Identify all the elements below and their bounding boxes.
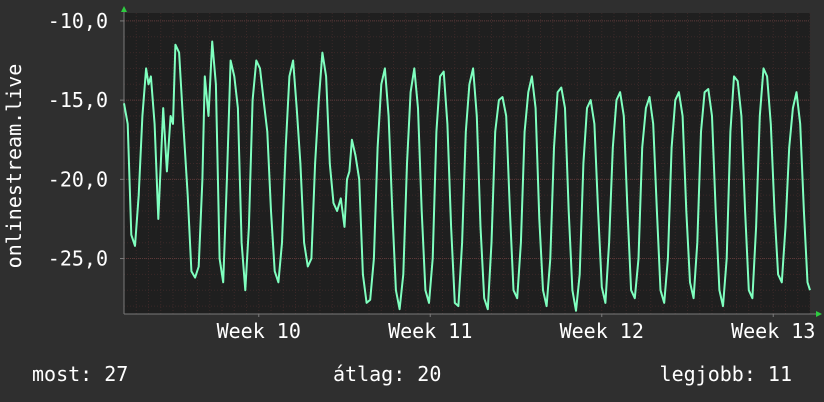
axes: [121, 6, 822, 317]
y-tick-label: -20,0: [48, 167, 108, 191]
x-tick-labels: Week 10 Week 11 Week 12 Week 13: [217, 314, 815, 343]
y-tick-labels: -10,0 -15,0 -20,0 -25,0: [48, 9, 124, 271]
footer-average-value: átlag: 20: [333, 362, 442, 386]
x-tick-label: Week 12: [560, 319, 644, 343]
y-axis-arrow: [121, 6, 127, 12]
x-tick-label: Week 13: [731, 319, 815, 343]
footer-last-value: most: 27: [32, 362, 129, 386]
series-line: [123, 40, 811, 312]
x-tick-label: Week 10: [217, 319, 301, 343]
y-tick-label: -15,0: [48, 88, 108, 112]
y-axis-label: onlinestream.live: [2, 63, 26, 269]
x-axis-arrow: [816, 311, 822, 317]
y-tick-label: -25,0: [48, 247, 108, 271]
footer-best-value: legjobb: 11: [659, 362, 792, 386]
y-tick-label: -10,0: [48, 9, 108, 33]
x-tick-label: Week 11: [388, 319, 472, 343]
